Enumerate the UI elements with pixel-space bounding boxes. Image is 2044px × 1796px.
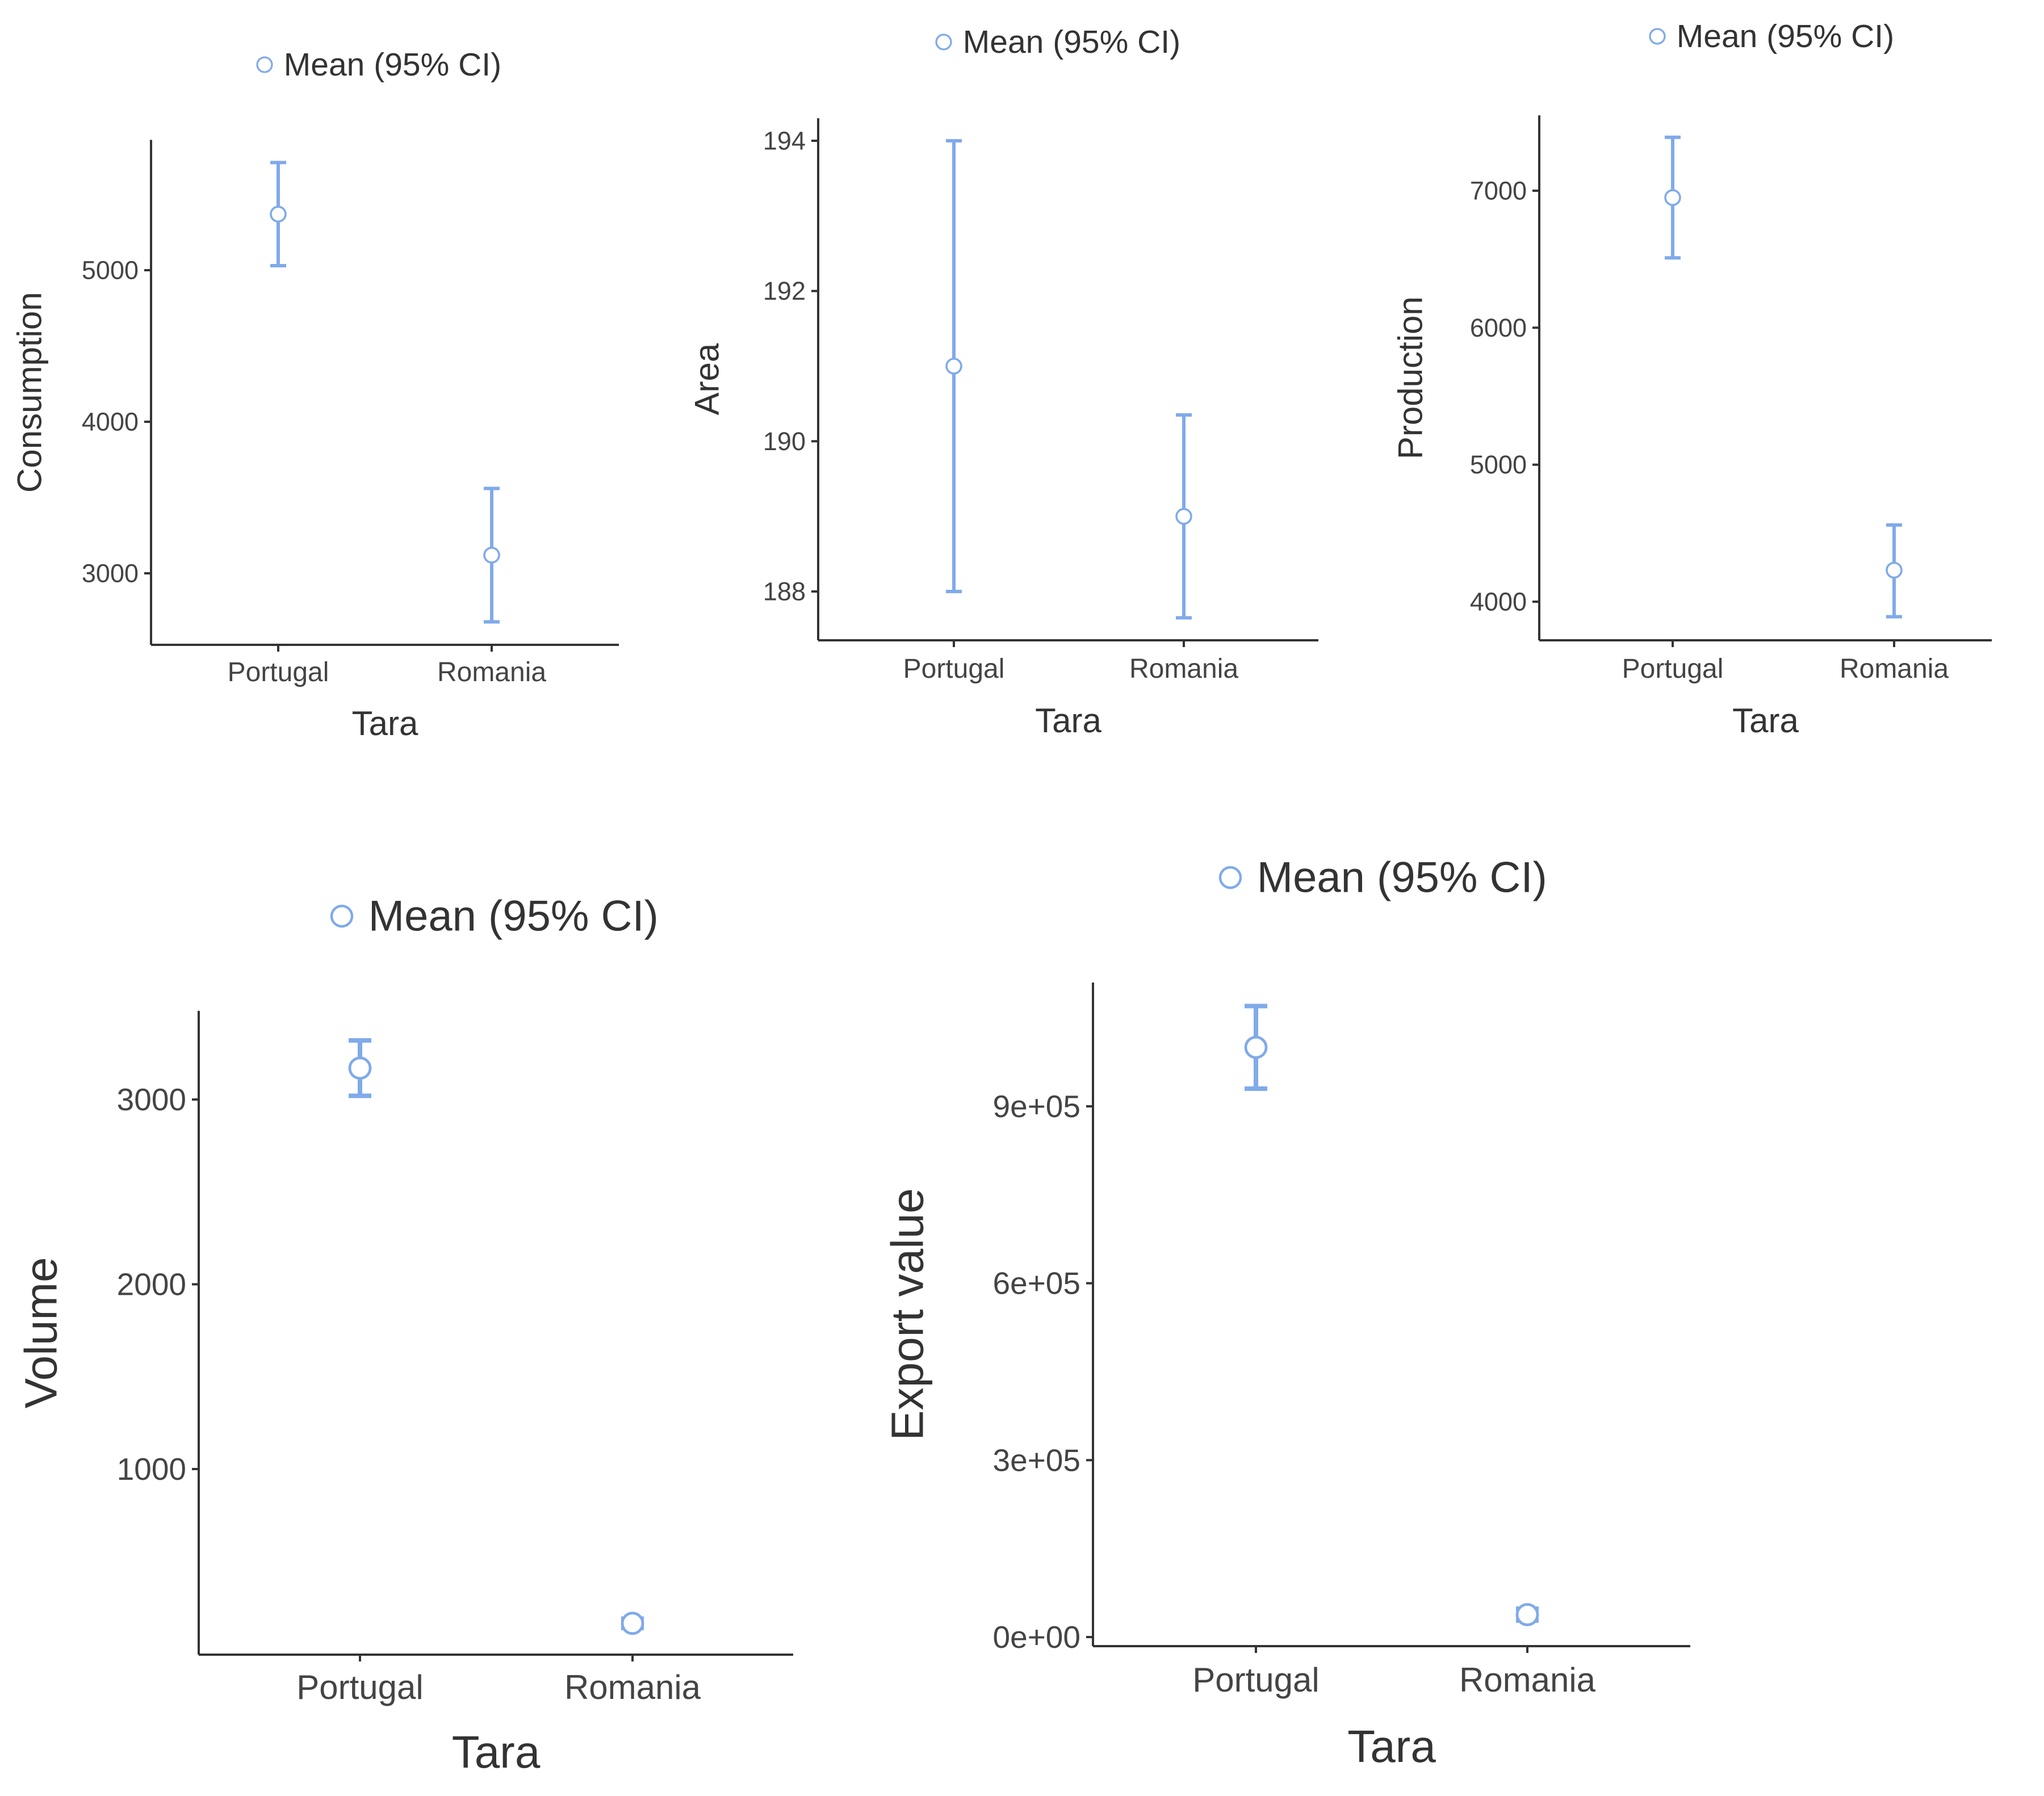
legend: Mean (95% CI) — [330, 892, 659, 941]
y-tick-label: 0e+00 — [993, 1619, 1080, 1655]
y-tick-label: 194 — [763, 127, 806, 156]
legend: Mean (95% CI) — [1218, 854, 1547, 902]
errorbar-portugal — [348, 1038, 372, 1098]
y-axis-title: Consumption — [11, 292, 49, 493]
legend-marker — [330, 904, 354, 928]
legend-label: Mean (95% CI) — [1257, 854, 1547, 902]
y-axis-title: Export value — [882, 1188, 933, 1441]
y-tick-label: 5000 — [1470, 450, 1527, 479]
x-tick-label: Portugal — [1192, 1661, 1319, 1699]
mean-point — [348, 1056, 372, 1080]
y-axis-title: Area — [688, 343, 726, 415]
mean-point — [1664, 189, 1681, 206]
legend-marker — [935, 33, 952, 51]
legend: Mean (95% CI) — [935, 24, 1180, 60]
errorbar-romania — [1175, 413, 1192, 620]
y-tick-label: 2000 — [117, 1267, 186, 1302]
legend: Mean (95% CI) — [1649, 18, 1894, 54]
x-tick-label: Portugal — [296, 1668, 423, 1706]
x-tick-label: Portugal — [903, 654, 1005, 684]
errorbar-romania — [1886, 523, 1903, 619]
legend-marker — [1218, 866, 1242, 889]
mean-point — [945, 358, 962, 375]
x-axis-title: Tara — [1347, 1721, 1436, 1772]
y-tick-label: 3e+05 — [993, 1442, 1080, 1478]
y-tick-label: 4000 — [1470, 588, 1527, 616]
legend-marker — [1649, 28, 1666, 45]
x-tick-label: Portugal — [1622, 654, 1724, 684]
y-tick-label: 1000 — [117, 1451, 186, 1487]
y-tick-label: 188 — [763, 577, 806, 606]
y-tick-label: 192 — [763, 276, 806, 305]
legend: Mean (95% CI) — [256, 47, 501, 83]
mean-point — [1175, 507, 1192, 525]
legend-label: Mean (95% CI) — [368, 892, 659, 941]
x-axis-title: Tara — [1732, 702, 1799, 740]
chart-panel-4: Mean (95% CI) 1000 2000 3000 Portugal Romania… — [16, 892, 793, 1777]
y-tick-label: 5000 — [82, 256, 139, 285]
errorbar-portugal — [1664, 135, 1681, 260]
y-tick-label: 6000 — [1470, 313, 1527, 342]
chart-panel-1: Mean (95% CI) 3000 4000 5000 Portugal Romania… — [11, 47, 619, 742]
chart-panel-2: Mean (95% CI) 188 190 192 194 Portugal Romania… — [688, 24, 1318, 740]
mean-point — [483, 547, 500, 564]
errorbar-portugal — [270, 161, 287, 267]
x-tick-label: Romania — [437, 657, 546, 687]
x-tick-label: Romania — [564, 1668, 701, 1706]
y-axis-title: Production — [1392, 296, 1430, 459]
y-tick-label: 7000 — [1470, 177, 1527, 205]
y-tick-label: 6e+05 — [993, 1266, 1080, 1301]
legend-label: Mean (95% CI) — [963, 24, 1180, 60]
x-axis-title: Tara — [352, 704, 418, 742]
mean-point — [1886, 561, 1903, 579]
mean-point — [1244, 1035, 1268, 1059]
y-tick-label: 3000 — [82, 559, 139, 588]
x-axis-title: Tara — [452, 1727, 541, 1777]
errorbar-romania — [1515, 1603, 1539, 1626]
mean-point — [621, 1612, 644, 1635]
y-tick-label: 3000 — [117, 1082, 186, 1117]
errorbar-portugal — [945, 139, 962, 593]
legend-marker — [256, 56, 273, 73]
chart-panel-3: Mean (95% CI) 4000 5000 6000 7000 Portugal Rom… — [1392, 18, 1992, 740]
errorbar-romania — [621, 1612, 644, 1635]
x-tick-label: Romania — [1459, 1661, 1596, 1699]
mean-point — [1515, 1603, 1539, 1626]
legend-label: Mean (95% CI) — [284, 47, 501, 83]
mean-point — [270, 205, 287, 223]
legend-label: Mean (95% CI) — [1677, 18, 1894, 54]
y-tick-label: 4000 — [82, 408, 139, 437]
y-tick-label: 190 — [763, 427, 806, 456]
x-axis-title: Tara — [1035, 702, 1101, 740]
x-tick-label: Romania — [1840, 654, 1949, 684]
y-axis-title: Volume — [16, 1257, 66, 1408]
errorbar-portugal — [1244, 1004, 1268, 1091]
chart-panel-5: Mean (95% CI) 0e+00 3e+05 6e+05 9e+05 Portuga… — [882, 854, 1690, 1772]
errorbar-romania — [483, 486, 500, 624]
x-tick-label: Portugal — [228, 657, 329, 687]
y-tick-label: 9e+05 — [993, 1089, 1080, 1124]
x-tick-label: Romania — [1129, 654, 1238, 684]
